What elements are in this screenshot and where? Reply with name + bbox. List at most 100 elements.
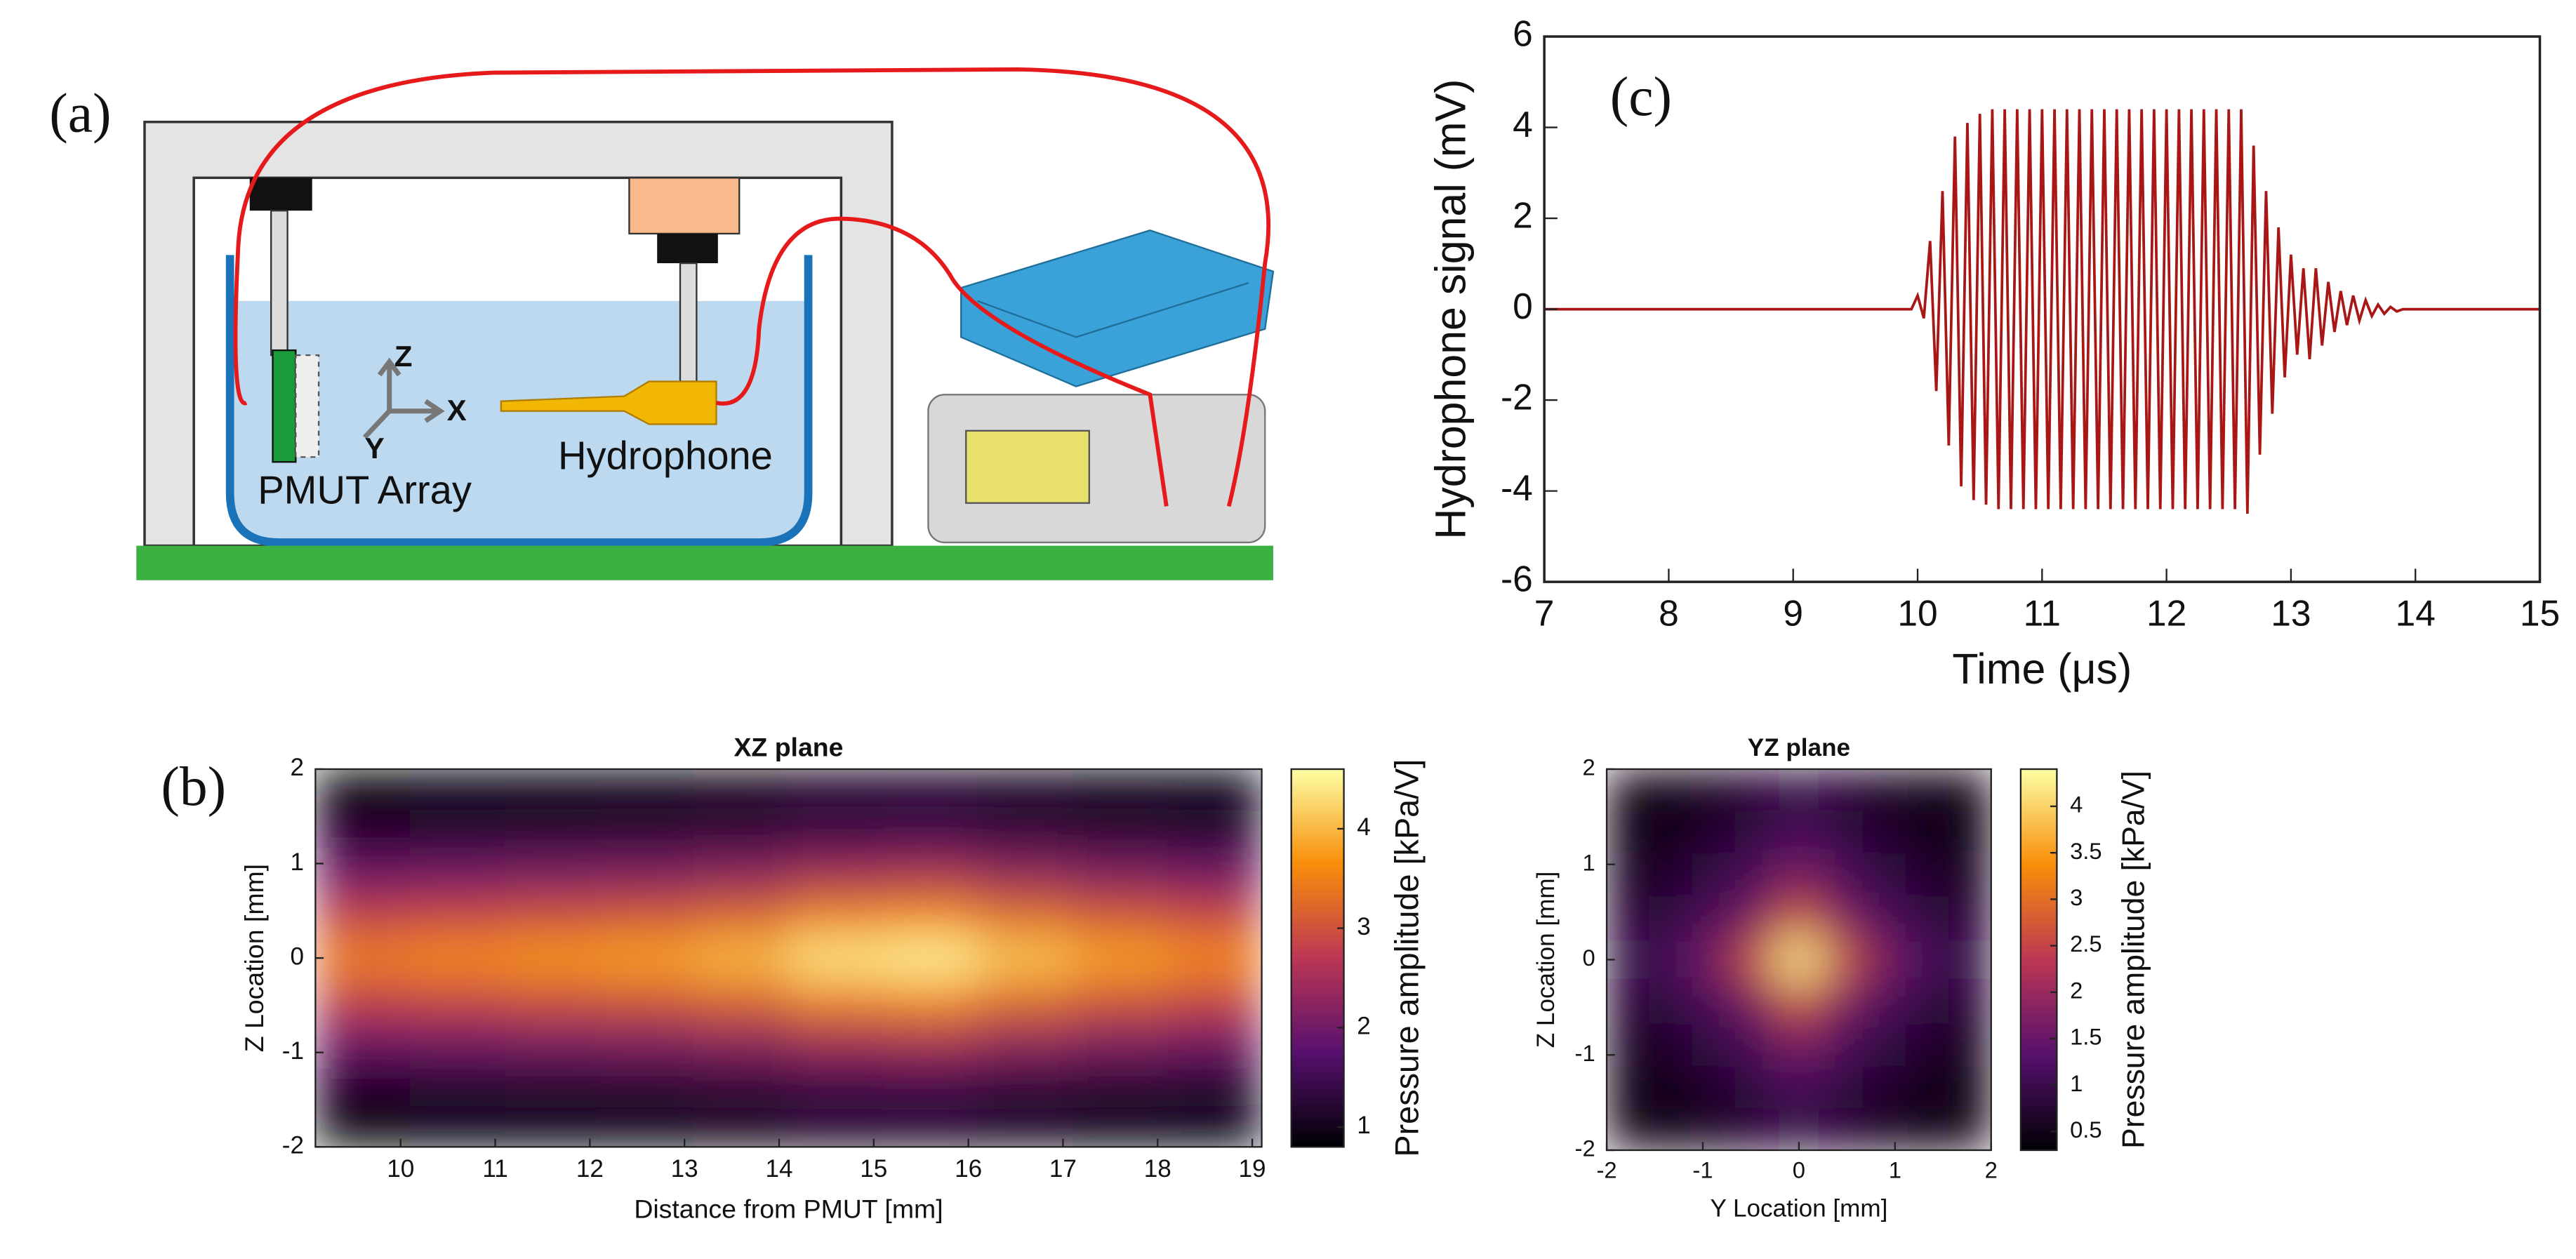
heatmap-cell: [1167, 1020, 1262, 1065]
heatmap-cell: [1167, 979, 1262, 1022]
heatmap-cell: [1777, 811, 1821, 855]
mount: [657, 233, 718, 264]
heatmap-cell: [599, 1020, 696, 1065]
heatmap-cell: [599, 979, 696, 1022]
heatmap-cell: [410, 853, 506, 896]
heatmap-cell: [978, 853, 1074, 896]
stage: [628, 177, 741, 235]
heatmap-cell: [1607, 853, 1651, 898]
heatmap-cell: [410, 937, 506, 980]
heatmap-cell: [315, 979, 411, 1022]
y-axis-label: Z Location [mm]: [239, 864, 269, 1052]
x-tick-label: 16: [955, 1155, 982, 1183]
heatmap-cell: [1167, 853, 1262, 896]
heatmap-cell: [410, 1020, 506, 1065]
chart: 7 8 9 10 11 12 13 14 15 -6 -4 -2 0 2 4 6 Time (μs) Hydrop…: [1426, 13, 2560, 693]
rod: [270, 209, 288, 357]
heatmap-cell: [505, 1020, 601, 1065]
x-tick-label: 8: [1659, 593, 1679, 634]
y-axis-label: Z Location [mm]: [1532, 872, 1560, 1048]
pmut-elements: [295, 354, 320, 458]
x-tick-label: 18: [1144, 1155, 1171, 1183]
diagram-label: Z: [394, 340, 413, 373]
y-tick-label: -2: [1501, 377, 1533, 418]
heatmap-cell: [1863, 853, 1907, 898]
heatmap-cell: [599, 768, 696, 813]
heatmap-cell: [1777, 768, 1821, 813]
heatmap-cell: [505, 1063, 601, 1106]
heatmap-cell: [1072, 979, 1169, 1022]
plot-frame: [1543, 35, 2542, 583]
pmut-array: [272, 349, 297, 463]
heatmap-cell: [1820, 895, 1864, 940]
y-tick-label: -2: [282, 1132, 304, 1159]
plot-frame: [314, 768, 1263, 1148]
y-tick-label: 1: [290, 848, 304, 876]
heatmap-cell: [410, 811, 506, 854]
x-tick-label: 11: [2024, 593, 2061, 634]
heatmap-cell: [1777, 895, 1821, 940]
x-tick-label: -1: [1692, 1157, 1713, 1183]
heatmap-cell: [1649, 1022, 1694, 1067]
heatmap-cell: [883, 895, 979, 938]
x-tick-label: 9: [1783, 593, 1803, 634]
heatmap-cells: [315, 768, 1262, 1147]
heatmap-cell: [883, 1020, 979, 1065]
heatmap-cell: [1692, 938, 1737, 982]
heatmap-cell: [599, 937, 696, 980]
heatmap-cell: [1649, 768, 1694, 813]
y-tick-label: 2: [1513, 195, 1533, 236]
x-tick-label: 15: [2520, 593, 2560, 634]
heatmap-cell: [883, 1063, 979, 1106]
heatmap-cell: [315, 1105, 411, 1147]
heatmap-cell: [1906, 938, 1950, 982]
heatmap-cell: [1649, 811, 1694, 855]
heatmap-cell: [1649, 853, 1694, 898]
heatmap-cell: [599, 811, 696, 854]
heatmap-cell: [978, 937, 1074, 980]
heatmap-cell: [1777, 938, 1821, 982]
heatmap-cell: [1607, 1022, 1651, 1067]
heatmap-cell: [315, 768, 411, 813]
heatmap-cell: [1863, 895, 1907, 940]
heatmap-cell: [788, 1105, 884, 1147]
heatmap-cell: [1649, 1065, 1694, 1110]
heatmap-cell: [978, 768, 1074, 813]
heatmap-cell: [1948, 853, 1991, 898]
heatmap-cell: [315, 853, 411, 896]
heatmap-cells: [1607, 768, 1991, 1150]
chart-title: XZ plane: [733, 733, 843, 762]
x-tick-label: 11: [482, 1155, 507, 1183]
heatmap-cell: [1734, 938, 1779, 982]
x-tick-label: 19: [1239, 1155, 1266, 1183]
heatmap-cell: [599, 1105, 696, 1147]
heatmap-cell: [1906, 980, 1950, 1025]
x-tick-label: 10: [1897, 593, 1937, 634]
axes-arrows: [363, 357, 445, 439]
heatmap-cell: [1906, 1022, 1950, 1067]
heatmap-cell: [1649, 895, 1694, 940]
water: [230, 300, 809, 542]
x-tick-label: 10: [387, 1155, 414, 1183]
heatmap-cell: [1906, 768, 1950, 813]
heatmap-cell: [1906, 895, 1950, 940]
heatmap-cell: [978, 1105, 1074, 1147]
colorbar-tick-label: 3: [2070, 884, 2083, 910]
heatmap-cell: [1167, 937, 1262, 980]
heatmap-cell: [1863, 980, 1907, 1025]
heatmap-cell: [978, 979, 1074, 1022]
heatmap-cell: [883, 1105, 979, 1147]
heatmap-cell: [788, 1020, 884, 1065]
heatmap-cell: [315, 895, 411, 938]
heatmap-cell: [693, 937, 790, 980]
x-tick-label: 1: [1889, 1157, 1901, 1183]
heatmap-cell: [1607, 811, 1651, 855]
heatmap-cell: [1607, 980, 1651, 1025]
heatmap-clip: [1607, 768, 1991, 1150]
heatmap-cell: [1607, 768, 1651, 813]
heatmap-cell: [693, 1020, 790, 1065]
heatmap-cell: [505, 811, 601, 854]
heatmap-clip: [315, 768, 1262, 1147]
